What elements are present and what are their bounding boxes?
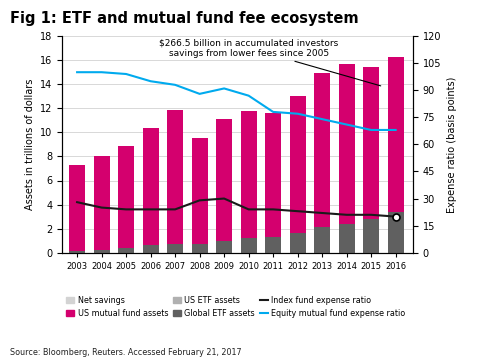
Bar — [289, 237, 306, 253]
Bar — [265, 113, 281, 253]
Bar — [265, 237, 281, 253]
Bar — [240, 241, 257, 253]
Bar — [339, 64, 355, 253]
Text: $266.5 billion in accumulated investors
savings from lower fees since 2005: $266.5 billion in accumulated investors … — [159, 38, 381, 86]
Bar — [192, 247, 207, 253]
Bar — [240, 111, 257, 253]
Bar — [314, 73, 330, 253]
Bar — [118, 248, 134, 253]
Bar — [94, 252, 109, 253]
Bar — [363, 68, 379, 253]
Bar — [388, 57, 404, 253]
Bar — [94, 156, 109, 253]
Bar — [265, 241, 281, 253]
Bar — [94, 250, 109, 253]
Bar — [69, 252, 85, 253]
Bar — [143, 247, 158, 253]
Bar — [314, 233, 330, 253]
Bar — [289, 234, 306, 253]
Bar — [216, 244, 232, 253]
Bar — [69, 252, 85, 253]
Y-axis label: Assets in trillions of dollars: Assets in trillions of dollars — [25, 79, 35, 210]
Bar — [388, 221, 404, 253]
Bar — [314, 227, 330, 253]
Bar — [143, 127, 158, 253]
Bar — [69, 165, 85, 253]
Bar — [192, 243, 207, 253]
Bar — [118, 252, 134, 253]
Bar — [94, 250, 109, 253]
Bar — [69, 251, 85, 253]
Bar — [388, 111, 404, 253]
Bar — [216, 239, 232, 253]
Bar — [118, 248, 134, 253]
Bar — [167, 243, 183, 253]
Text: Fig 1: ETF and mutual fund fee ecosystem: Fig 1: ETF and mutual fund fee ecosystem — [10, 11, 358, 26]
Y-axis label: Expense ratio (basis points): Expense ratio (basis points) — [446, 76, 456, 213]
Bar — [240, 238, 257, 253]
Bar — [339, 224, 355, 253]
Bar — [363, 227, 379, 253]
Bar — [167, 244, 183, 253]
Bar — [363, 141, 379, 253]
Bar — [192, 244, 207, 253]
Bar — [289, 96, 306, 253]
Bar — [167, 246, 183, 253]
Bar — [143, 245, 158, 253]
Bar — [339, 159, 355, 253]
Bar — [289, 236, 306, 253]
Bar — [192, 138, 207, 253]
Bar — [314, 195, 330, 253]
Text: Source: Bloomberg, Reuters. Accessed February 21, 2017: Source: Bloomberg, Reuters. Accessed Feb… — [10, 348, 241, 357]
Bar — [240, 238, 257, 253]
Bar — [363, 219, 379, 253]
Bar — [388, 212, 404, 253]
Bar — [216, 241, 232, 253]
Bar — [143, 248, 158, 253]
Bar — [118, 145, 134, 253]
Bar — [167, 109, 183, 253]
Bar — [216, 119, 232, 253]
Legend: Net savings, US mutual fund assets, US ETF assets, Global ETF assets, Index fund: Net savings, US mutual fund assets, US E… — [66, 296, 405, 318]
Bar — [265, 238, 281, 253]
Bar — [339, 229, 355, 253]
